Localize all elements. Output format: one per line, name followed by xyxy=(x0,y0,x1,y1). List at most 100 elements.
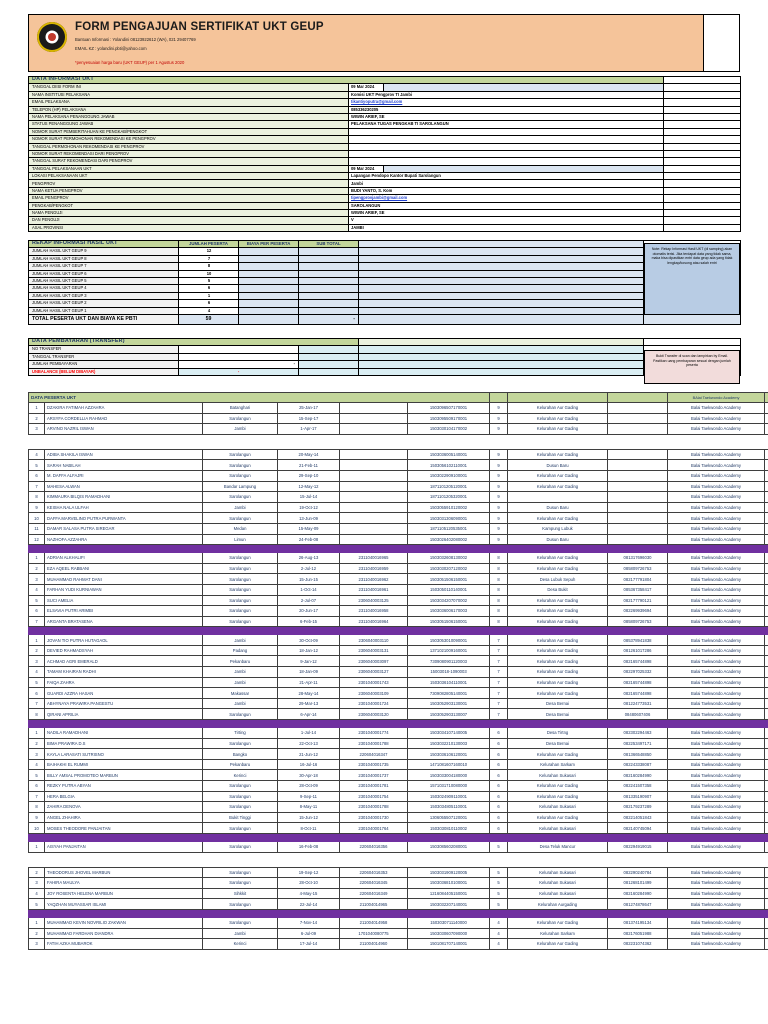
rekap-row-peserta[interactable]: 6 xyxy=(178,284,239,293)
info-row-value[interactable]: Komisi UKT Pengprov TI Jambi xyxy=(347,90,665,100)
table-row[interactable]: 11 DAMAR SALASA PUTRA SIREGAR Medan 15-May-… xyxy=(28,522,768,535)
table-row[interactable]: 4 BAIHAKHI EL RUMMI Pekanbaru 16-Jul-16 2301… xyxy=(28,758,768,771)
table-row[interactable]: 7 ABHYNAYA PRAWIRA PANGESTU Jambi 29-Mar-13… xyxy=(28,697,768,710)
rekap-row-subtotal[interactable] xyxy=(298,254,359,264)
info-row-value[interactable]: SAROLANGUN xyxy=(347,201,665,211)
table-row[interactable]: 5 SARAH NABILAH Sarolangun 21-Feb-11 1503056… xyxy=(28,459,768,471)
table-row[interactable]: 7 ARGANTA BRATASENA Sarolangun 6-Feb-15 2311… xyxy=(28,615,768,628)
table-row[interactable]: 5 FAIQA ZAHRA Jambi 21-Apr-11 2301040001743 1… xyxy=(28,676,768,689)
table-row[interactable]: 1 DZAKIRA FATIMAH AZZAHRA Batanghari 25-Jan… xyxy=(28,402,768,414)
table-row[interactable]: 6 M. DAFFA ALFAJRI Sarolangun 29-Sep-10 1503… xyxy=(28,469,768,482)
rekap-row-biaya[interactable] xyxy=(238,306,299,315)
table-row[interactable]: 6 ELSAVIA PUTRI ARIMBI Sarolangun 20-Jun-17… xyxy=(28,605,768,617)
info-row-value[interactable]: BUDI YANTO, S. Kom xyxy=(347,186,665,196)
rekap-row-subtotal[interactable] xyxy=(298,306,359,315)
table-row[interactable]: 10 MOSES THEODORE PANJAITAN Sarolangun 8-Oc… xyxy=(28,822,768,834)
table-row[interactable]: 6 GUARDI AZZRA HASAN Makassar 28-May-14 2306… xyxy=(28,687,768,699)
pembayaran-row-value[interactable] xyxy=(178,352,299,362)
table-row[interactable]: 1 NADILA RAMADHANI Tirting 1-Jul-14 23010400… xyxy=(28,727,768,739)
info-row-value[interactable]: 09 Mar 2024 xyxy=(348,83,384,92)
rekap-row-peserta[interactable]: 4 xyxy=(178,306,239,315)
info-row-value[interactable]: 09 Mar 2024 xyxy=(348,164,384,174)
info-row-value[interactable]: tipengprovjambi@gmail.com xyxy=(347,194,665,203)
table-row[interactable]: 3 ACHMAD AGRI EMERALD Pekanbaru 9-Jan-12 230… xyxy=(28,655,768,668)
pembayaran-row-value[interactable] xyxy=(178,345,299,354)
peserta-telepon: 085378941838 xyxy=(607,634,669,646)
table-row[interactable]: 9 ANGEL ZHAHIRA Bukit Tinggi 15-Jun-12 23010… xyxy=(28,811,768,824)
table-row[interactable]: 2 BIMA PRAWIRA D.S Sarolangun 22-Oct-13 2301… xyxy=(28,737,768,750)
rekap-row-biaya[interactable] xyxy=(238,269,299,278)
table-row[interactable]: 6 REZKY PUTRA ABYAN Sarolangun 28-Oct-09 230… xyxy=(28,780,768,792)
table-row[interactable]: 4 FARHAN YUDI KURNIAWAN Sarolangun 1-Oct-14… xyxy=(28,583,768,596)
table-row[interactable]: 1 JOVAN TIO PUTRA HUTAGAOL Jambi 30-Oct-09 2… xyxy=(28,634,768,646)
table-row[interactable]: 10 DAFFA MARVELINO PUTRA PURWANTA Sarolang… xyxy=(28,512,768,524)
table-row[interactable]: 2 ARSYFA CORDELLIA RAHMAD Sarolangun 15-Sep… xyxy=(28,412,768,425)
table-row[interactable]: 3 KAYLA LARASATI SUTRISNO Bangko 21-Jun-12 2… xyxy=(28,748,768,760)
table-row[interactable]: 1 MUHAMMAD KEVIN NOVRILIO ZAKWAN Sarolangu… xyxy=(28,916,768,929)
table-row[interactable]: 4 JOY ROSENTA HELENA MARBUN Sihkkit 4-May-1… xyxy=(28,887,768,900)
rekap-row-peserta[interactable]: 7 xyxy=(178,254,239,264)
info-row-value[interactable] xyxy=(347,157,665,166)
table-row[interactable]: 4 ADIBA SHAKILA ISWAN Sarolangun 20-May-14 1… xyxy=(28,448,768,461)
info-row-value[interactable] xyxy=(347,135,665,144)
rekap-row-biaya[interactable] xyxy=(238,299,299,308)
table-row[interactable]: 1 AISYAH PANJAITAN Sarolangun 16-Feb-08 2206… xyxy=(28,840,768,853)
rekap-row-biaya[interactable] xyxy=(238,262,299,271)
rekap-row-peserta[interactable]: 12 xyxy=(178,247,239,256)
table-row[interactable]: 3 MUHAMMAD RAHMAT DANI Sarolangun 15-Jun-15… xyxy=(28,573,768,585)
peserta-tgl-lahir: 13-Jun-09 xyxy=(277,512,340,524)
info-row-value[interactable] xyxy=(347,127,665,137)
peserta-klub: Balai Taekwondo Academy xyxy=(667,533,766,546)
rekap-row-subtotal[interactable] xyxy=(298,291,359,301)
rekap-row-subtotal[interactable] xyxy=(298,262,359,271)
table-row[interactable]: 9 KEISHA NALA ULFAH Jambi 19-Oct-12 15030559… xyxy=(28,501,768,514)
table-row[interactable]: 8 KIMMAURA BILQIS RAMADHANI Sarolangun 15-J… xyxy=(28,491,768,503)
rekap-row-biaya[interactable] xyxy=(238,247,299,256)
table-row[interactable]: 1 ADRIAN ALKHALIFI Sarolangun 26-Aug-13 2311… xyxy=(28,552,768,564)
table-row[interactable]: 2 MUHAMMAD FARDHAN DIANDRA Jambi 6-Jul-09 17… xyxy=(28,927,768,940)
info-row-value[interactable]: PELAKSANA TUGAS PENGKAB TI SAROLANGUN xyxy=(347,120,665,129)
table-row[interactable]: 2 EZA AQEEL RABBANI Sarolangun 2-Jul-12 2311… xyxy=(28,562,768,575)
info-row-value[interactable] xyxy=(347,142,665,151)
rekap-row-subtotal[interactable] xyxy=(298,269,359,278)
table-row[interactable]: 7 MAHESA ALWAN Bandar Lampung 12-May-12 1871… xyxy=(28,480,768,493)
rekap-row-peserta[interactable]: 1 xyxy=(178,291,239,301)
rekap-row-peserta[interactable]: 10 xyxy=(178,269,239,278)
rekap-row-peserta[interactable]: 5 xyxy=(178,276,239,286)
info-row-value[interactable]: JAMBI xyxy=(347,223,665,233)
info-row-value[interactable] xyxy=(347,149,665,159)
rekap-row-biaya[interactable] xyxy=(238,291,299,301)
rekap-row-biaya[interactable] xyxy=(238,284,299,293)
rekap-row-peserta[interactable]: 6 xyxy=(178,299,239,308)
info-row-value[interactable]: WIWIN ARIEF, SE xyxy=(347,112,665,122)
table-row[interactable]: 8 QIRANI APRILIA Sarolangun 6-Apr-14 2306040… xyxy=(28,708,768,721)
table-row[interactable]: 2 DEVIED RAHMADSYAH Padang 18-Jan-12 2306040… xyxy=(28,644,768,657)
rekap-row-subtotal[interactable] xyxy=(298,247,359,256)
rekap-row-biaya[interactable] xyxy=(238,254,299,264)
info-row-value[interactable]: 085336230205 xyxy=(347,105,665,114)
table-row[interactable]: 5 BILLY AMSAL PROMOTEO MARBUN Kerinci 30-Ap… xyxy=(28,769,768,781)
table-row[interactable]: 12 NAZHOFA AZZAHRA Limun 24-Feb-08 150302640… xyxy=(28,533,768,546)
info-row-value[interactable]: WIWIN ARIEF, SE xyxy=(347,209,665,218)
info-row-value[interactable]: V xyxy=(347,216,665,225)
table-row[interactable]: 4 TAMAM KHAIRAN RADHI Jambi 18-Jan-09 230604… xyxy=(28,666,768,678)
rekap-row-subtotal[interactable] xyxy=(298,276,359,286)
table-row[interactable]: 3 FAHIRA MAULYA Sarolangun 28-Oct-10 2206040… xyxy=(28,877,768,889)
rekap-row-peserta[interactable]: 8 xyxy=(178,262,239,271)
info-row-value[interactable]: tikantiyoputra@gmail.com xyxy=(347,98,665,107)
info-row-value[interactable]: Lapangan Pendopo Kantor Bupati Sarolangu… xyxy=(347,172,665,181)
peserta-geup: 8 xyxy=(489,594,509,607)
table-row[interactable]: 3 FATIH AZKA MUBAROK Kerinci 17-Jul-14 21100… xyxy=(28,938,768,950)
info-row-value[interactable]: Jambi xyxy=(347,179,665,188)
table-row[interactable]: 5 YAQZHAN MUYASSAR ISLAMI Sarolangun 22-Jul… xyxy=(28,898,768,910)
rekap-row-biaya[interactable] xyxy=(238,276,299,286)
table-row[interactable]: 7 HERA BELGIA Sarolangun 9-Sep-11 2301040001… xyxy=(28,790,768,803)
table-row[interactable]: 8 ZAHIRA DENOVA Sarolangun 8-May-11 23010400… xyxy=(28,801,768,813)
pembayaran-row-value[interactable]: - xyxy=(178,360,299,369)
rekap-row-subtotal[interactable] xyxy=(298,284,359,293)
table-row[interactable]: 5 SUCI AMELIA Sarolangun 2-Jul-07 2306040003… xyxy=(28,594,768,607)
rekap-row-subtotal[interactable] xyxy=(298,299,359,308)
separator-cell xyxy=(667,908,766,918)
table-row[interactable]: 3 ARVINO NAZRIL ISWAN Jambi 1-Apr-17 1503030… xyxy=(28,423,768,435)
table-row[interactable]: 2 THEODORUS JHOVEL MARBUN Sarolangun 19-Sep… xyxy=(28,866,768,879)
